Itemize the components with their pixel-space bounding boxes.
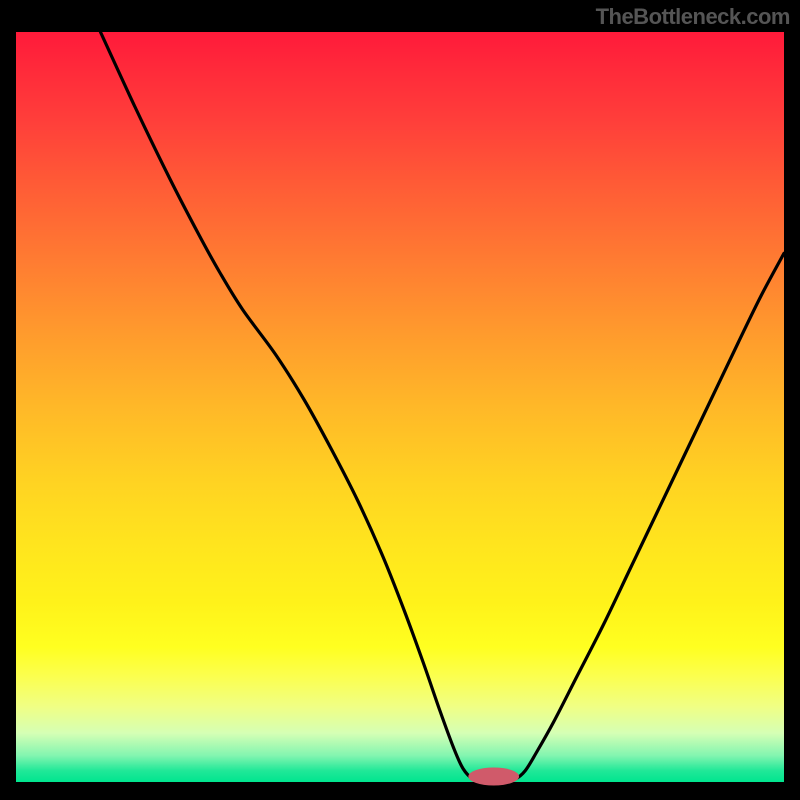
watermark-text: TheBottleneck.com xyxy=(596,4,790,30)
bottleneck-chart xyxy=(0,0,800,800)
chart-container: TheBottleneck.com xyxy=(0,0,800,800)
plot-background xyxy=(16,32,784,782)
optimal-marker xyxy=(468,768,519,786)
